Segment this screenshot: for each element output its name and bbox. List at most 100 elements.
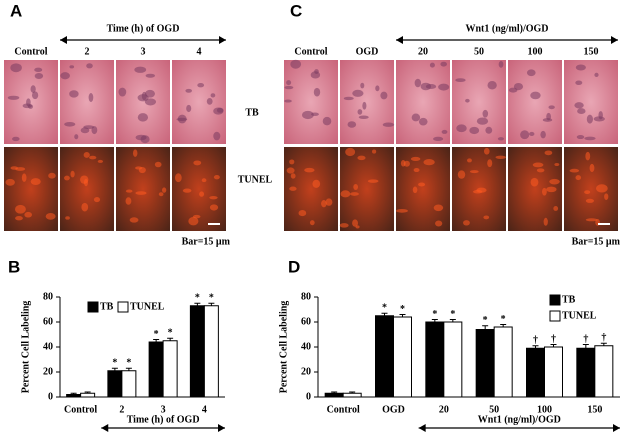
cell	[520, 130, 530, 140]
cell	[45, 212, 56, 220]
y-tick-label: 60	[301, 316, 311, 327]
cell	[10, 63, 22, 73]
error-bar	[153, 339, 160, 342]
cell	[309, 220, 315, 226]
cell	[575, 80, 583, 85]
bar	[121, 370, 137, 398]
cell	[158, 192, 164, 197]
cell	[289, 186, 297, 191]
cell	[347, 121, 357, 128]
y-tick-label: 20	[43, 366, 53, 377]
cell	[30, 178, 41, 185]
x-tick-label: 2	[119, 404, 124, 415]
micrograph	[564, 147, 618, 231]
cell	[24, 211, 32, 218]
panel-label: D	[288, 257, 300, 276]
legend-label: TB	[100, 301, 114, 312]
x-tick-label: 3	[161, 404, 166, 415]
cell	[118, 87, 127, 97]
x-tick-label: 150	[587, 404, 602, 415]
cell	[209, 196, 218, 200]
cell	[65, 216, 70, 220]
cell	[548, 105, 555, 110]
micrograph	[116, 60, 170, 144]
cell	[438, 83, 450, 91]
cell	[312, 179, 321, 188]
cell	[83, 151, 90, 158]
cell	[526, 69, 536, 77]
y-tick-label: 0	[306, 391, 311, 402]
significance-marker: *	[112, 358, 117, 369]
cell	[197, 83, 205, 88]
column-label: 4	[197, 46, 202, 57]
significance-marker: *	[168, 328, 173, 339]
cell	[433, 136, 444, 141]
cell	[298, 210, 307, 217]
cell	[80, 175, 89, 184]
significance-marker: *	[432, 309, 437, 320]
row-label: TB	[245, 107, 259, 118]
legend-swatch	[117, 301, 129, 313]
significance-marker: †	[583, 334, 588, 345]
cell	[7, 95, 20, 100]
cell	[343, 96, 354, 101]
cell	[476, 187, 487, 193]
cell	[88, 93, 94, 102]
cell	[463, 220, 470, 226]
cell	[132, 149, 138, 157]
panel-label: C	[290, 1, 302, 20]
cell	[495, 155, 507, 160]
y-tick-label: 40	[301, 341, 311, 352]
significance-marker: †	[551, 334, 556, 345]
column-label: 3	[141, 46, 146, 57]
scale-label: Bar=15 µm	[182, 236, 231, 247]
bar	[493, 326, 513, 398]
bar	[443, 321, 463, 398]
x-tick-label: OGD	[382, 404, 405, 415]
cell	[396, 208, 408, 213]
cell	[310, 71, 321, 79]
cell	[594, 72, 599, 77]
cell	[30, 85, 36, 93]
bar	[393, 316, 412, 398]
arrow-head	[219, 36, 226, 44]
cell	[577, 108, 586, 115]
cell	[355, 225, 360, 229]
y-tick-label: 40	[43, 341, 53, 352]
micrograph	[396, 60, 450, 144]
cell	[487, 159, 493, 168]
bar	[203, 305, 219, 398]
cell	[125, 189, 133, 193]
scale-label: Bar=15 µm	[572, 236, 621, 247]
cell	[216, 107, 224, 113]
cell	[69, 65, 75, 69]
cell	[154, 161, 162, 168]
cell	[137, 113, 149, 122]
cell	[74, 134, 79, 140]
bar	[576, 347, 596, 398]
x-tick-label: Control	[327, 404, 360, 415]
cell	[137, 94, 149, 102]
cell	[135, 166, 143, 170]
error-bar	[70, 392, 77, 395]
cell	[313, 87, 321, 97]
cell	[546, 186, 557, 193]
column-label: 150	[584, 46, 599, 57]
cell	[290, 173, 296, 179]
cell	[135, 191, 147, 195]
cell	[429, 62, 435, 68]
cell	[192, 214, 201, 219]
bar	[107, 370, 123, 398]
cell	[469, 126, 480, 135]
cell	[575, 175, 582, 181]
cell	[48, 172, 56, 179]
error-bar	[208, 302, 215, 306]
x-group-label: Time (h) of OGD	[127, 414, 200, 425]
y-tick-label: 80	[43, 291, 53, 302]
column-label: 100	[528, 46, 543, 57]
cell	[414, 78, 422, 88]
cell	[420, 82, 432, 91]
cell	[339, 223, 349, 228]
cell	[290, 59, 302, 69]
column-label: 20	[418, 46, 428, 57]
